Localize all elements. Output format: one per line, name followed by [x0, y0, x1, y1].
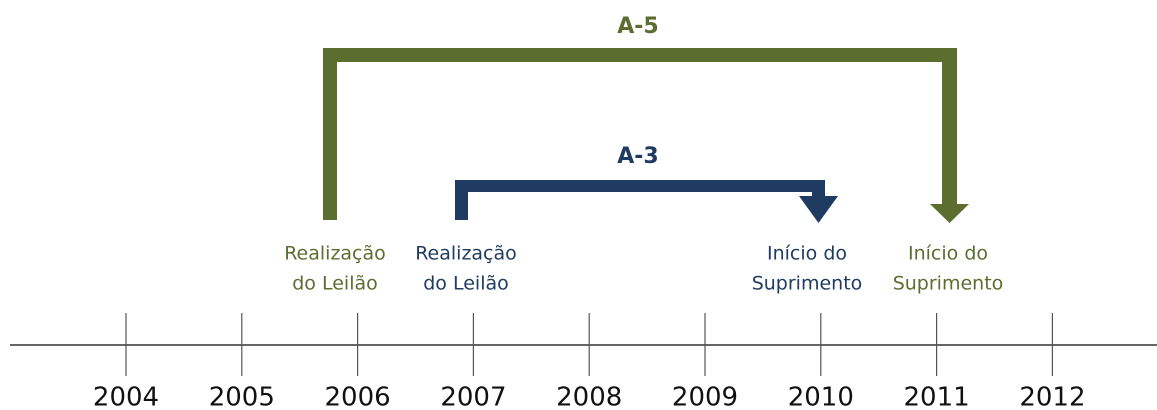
year-label: 2008	[556, 383, 622, 410]
year-label: 2005	[209, 383, 275, 410]
a3-bracket	[455, 180, 838, 223]
year-label: 2007	[440, 383, 506, 410]
event-label: Suprimento	[752, 273, 863, 295]
a3-end-bar	[812, 185, 825, 197]
year-label: 2011	[904, 383, 970, 410]
year-label: 2004	[93, 383, 159, 410]
a5-end-bar	[942, 55, 957, 205]
a5-top-bar	[323, 48, 957, 62]
a5-label: A-5	[617, 14, 658, 39]
event-label: do Leilão	[423, 273, 509, 295]
a5-start-bar	[323, 48, 337, 220]
year-label: 2009	[672, 383, 738, 410]
event-label: Suprimento	[893, 273, 1004, 295]
event-label: Início do	[908, 243, 988, 265]
a3-label: A-3	[617, 144, 658, 169]
event-label: do Leilão	[292, 273, 378, 295]
a5-bracket	[323, 48, 969, 223]
year-label: 2010	[788, 383, 854, 410]
a3-arrowhead	[799, 196, 838, 223]
a3-top-bar	[455, 180, 825, 192]
event-label: Realização	[284, 243, 386, 265]
a5-arrowhead	[930, 204, 969, 223]
year-label: 2006	[325, 383, 391, 410]
year-label: 2012	[1019, 383, 1085, 410]
event-label: Início do	[767, 243, 847, 265]
event-label: Realização	[415, 243, 517, 265]
